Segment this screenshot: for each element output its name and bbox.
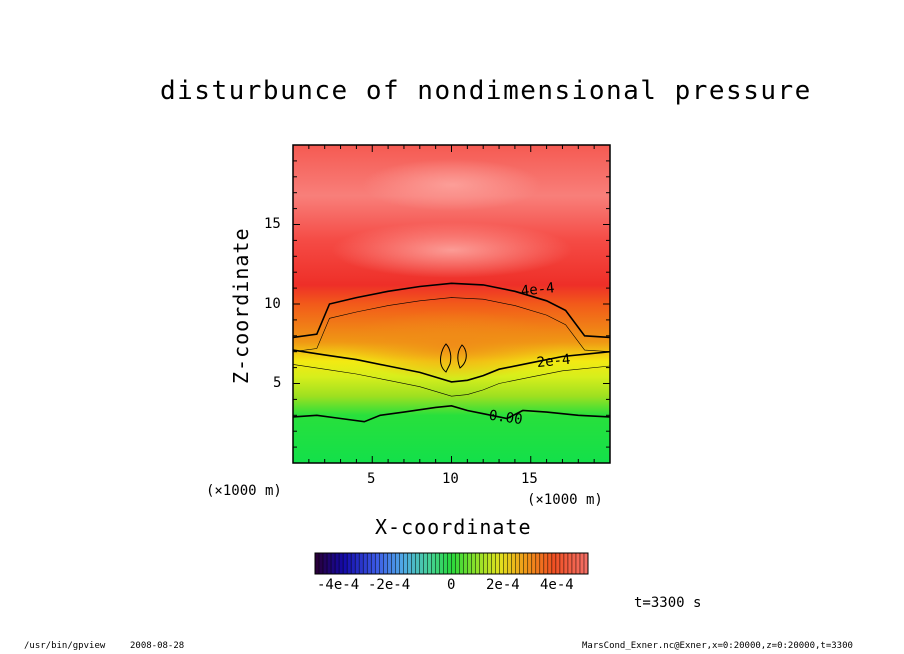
colorbar-cell xyxy=(427,553,431,574)
y-axis-label: Z-coordinate xyxy=(229,228,253,385)
colorbar-cell xyxy=(323,553,327,574)
colorbar-cell xyxy=(532,553,536,574)
colorbar-cell xyxy=(315,553,319,574)
colorbar xyxy=(315,553,588,574)
colorbar-cell xyxy=(411,553,415,574)
colorbar-cell xyxy=(464,553,468,574)
colorbar-cell xyxy=(476,553,480,574)
colorbar-cell xyxy=(407,553,411,574)
colorbar-tick-label: 0 xyxy=(447,577,455,593)
colorbar-cell xyxy=(319,553,323,574)
colorbar-cell xyxy=(496,553,500,574)
colorbar-tick-label: 2e-4 xyxy=(486,577,520,593)
colorbar-cell xyxy=(447,553,451,574)
colorbar-cell xyxy=(504,553,508,574)
colorbar-cell xyxy=(335,553,339,574)
colorbar-cell xyxy=(540,553,544,574)
time-label: t=3300 s xyxy=(634,595,701,611)
colorbar-cell xyxy=(363,553,367,574)
colorbar-cell xyxy=(443,553,447,574)
colorbar-cell xyxy=(359,553,363,574)
heatmap-chart: 4e-42e-40.00 xyxy=(0,0,904,654)
colorbar-cell xyxy=(399,553,403,574)
colorbar-cell xyxy=(488,553,492,574)
footer-date: 2008-08-28 xyxy=(130,641,184,651)
colorbar-cell xyxy=(339,553,343,574)
colorbar-cell xyxy=(576,553,580,574)
colorbar-tick-label: -2e-4 xyxy=(368,577,410,593)
colorbar-cell xyxy=(351,553,355,574)
high-pressure-core-upper xyxy=(362,159,542,211)
y-axis-unit: (×1000 m) xyxy=(206,483,282,499)
colorbar-cell xyxy=(536,553,540,574)
colorbar-cell xyxy=(371,553,375,574)
colorbar-cell xyxy=(415,553,419,574)
colorbar-cell xyxy=(460,553,464,574)
colorbar-cell xyxy=(492,553,496,574)
colorbar-cell xyxy=(403,553,407,574)
colorbar-cell xyxy=(327,553,331,574)
colorbar-cell xyxy=(387,553,391,574)
colorbar-cell xyxy=(548,553,552,574)
y-tick-label: 15 xyxy=(264,216,281,232)
colorbar-cell xyxy=(423,553,427,574)
colorbar-cell xyxy=(500,553,504,574)
colorbar-cell xyxy=(468,553,472,574)
footer-source: MarsCond_Exner.nc@Exner,x=0:20000,z=0:20… xyxy=(582,641,853,651)
colorbar-cell xyxy=(472,553,476,574)
colorbar-cell xyxy=(572,553,576,574)
x-tick-label: 5 xyxy=(367,471,375,487)
colorbar-cell xyxy=(484,553,488,574)
colorbar-cell xyxy=(512,553,516,574)
colorbar-cell xyxy=(524,553,528,574)
x-tick-label: 15 xyxy=(521,471,538,487)
orange-dome xyxy=(342,310,562,380)
high-pressure-core-lower xyxy=(332,222,572,278)
colorbar-cell xyxy=(355,553,359,574)
colorbar-cell xyxy=(375,553,379,574)
colorbar-cell xyxy=(367,553,371,574)
colorbar-cell xyxy=(556,553,560,574)
y-tick-label: 5 xyxy=(273,375,281,391)
colorbar-cell xyxy=(331,553,335,574)
colorbar-cell xyxy=(431,553,435,574)
y-tick-label: 10 xyxy=(264,296,281,312)
colorbar-cell xyxy=(452,553,456,574)
colorbar-cell xyxy=(480,553,484,574)
colorbar-cell xyxy=(343,553,347,574)
colorbar-cell xyxy=(508,553,512,574)
colorbar-cell xyxy=(395,553,399,574)
colorbar-cell xyxy=(520,553,524,574)
x-axis-unit: (×1000 m) xyxy=(527,492,603,508)
colorbar-cell xyxy=(516,553,520,574)
colorbar-cell xyxy=(391,553,395,574)
colorbar-cell xyxy=(435,553,439,574)
colorbar-cell xyxy=(383,553,387,574)
colorbar-cell xyxy=(544,553,548,574)
footer-program: /usr/bin/gpview xyxy=(24,641,105,651)
colorbar-cell xyxy=(419,553,423,574)
colorbar-cell xyxy=(552,553,556,574)
colorbar-tick-label: 4e-4 xyxy=(540,577,574,593)
colorbar-cell xyxy=(568,553,572,574)
colorbar-cell xyxy=(347,553,351,574)
colorbar-cell xyxy=(560,553,564,574)
colorbar-cell xyxy=(528,553,532,574)
colorbar-cell xyxy=(456,553,460,574)
colorbar-cell xyxy=(564,553,568,574)
colorbar-tick-label: -4e-4 xyxy=(317,577,359,593)
colorbar-cell xyxy=(439,553,443,574)
colorbar-cell xyxy=(379,553,383,574)
x-axis-label: X-coordinate xyxy=(375,515,532,539)
colorbar-cell xyxy=(580,553,584,574)
x-tick-label: 10 xyxy=(442,471,459,487)
